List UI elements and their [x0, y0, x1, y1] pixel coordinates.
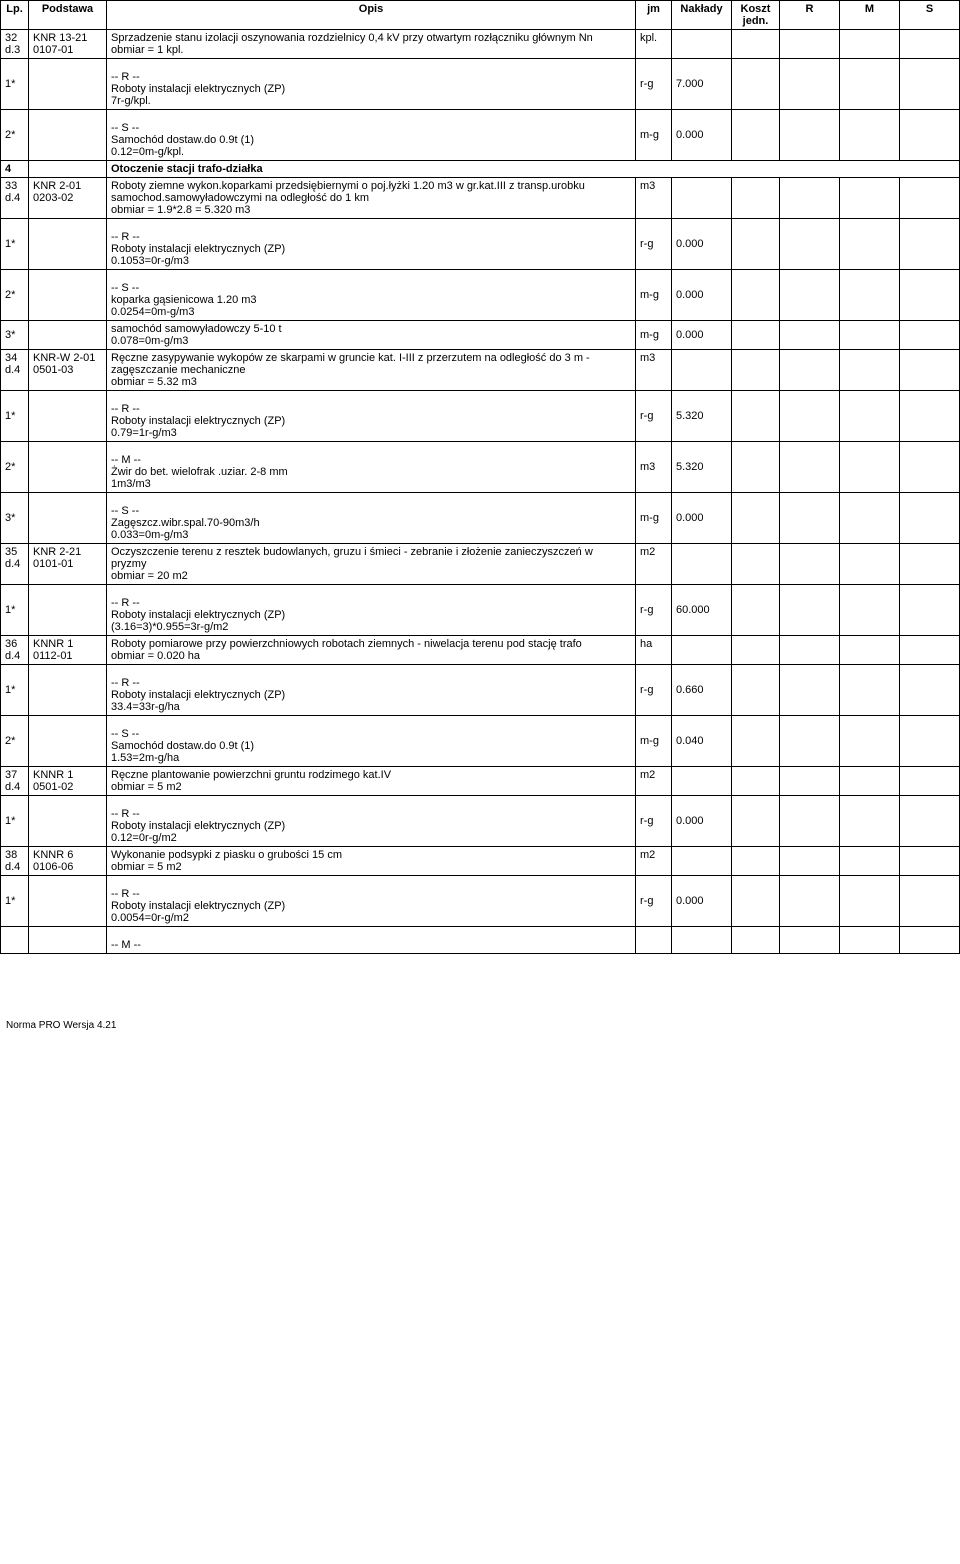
sub-row: 1* -- R -- Roboty instalacji elektryczny… [1, 665, 960, 716]
cost-estimate-table: Lp. Podstawa Opis jm Nakłady Kosztjedn. … [0, 0, 960, 954]
col-jm: jm [636, 1, 672, 30]
opis-cell: Sprzadzenie stanu izolacji oszynowania r… [107, 30, 636, 59]
section-row: 4 Otoczenie stacji trafo-działka [1, 161, 960, 178]
item-row: 32d.3 KNR 13-210107-01 Sprzadzenie stanu… [1, 30, 960, 59]
col-s: S [900, 1, 960, 30]
sub-row: 3* -- S -- Zagęszcz.wibr.spal.70-90m3/h … [1, 493, 960, 544]
sub-row: 1* -- R -- Roboty instalacji elektryczny… [1, 59, 960, 110]
col-m: M [840, 1, 900, 30]
footer-text: Norma PRO Wersja 4.21 [0, 1014, 960, 1037]
col-koszt: Kosztjedn. [732, 1, 780, 30]
item-row: 35d.4 KNR 2-210101-01 Oczyszczenie teren… [1, 544, 960, 585]
item-row: 38d.4 KNNR 60106-06 Wykonanie podsypki z… [1, 847, 960, 876]
item-row: 36d.4 KNNR 10112-01 Roboty pomiarowe prz… [1, 636, 960, 665]
sub-row: 3* samochód samowyładowczy 5-10 t 0.078=… [1, 321, 960, 350]
sub-row: 1* -- R -- Roboty instalacji elektryczny… [1, 391, 960, 442]
sub-row: 2* -- M -- Żwir do bet. wielofrak .uziar… [1, 442, 960, 493]
sub-row: 2* -- S -- Samochód dostaw.do 0.9t (1) 1… [1, 716, 960, 767]
col-podstawa: Podstawa [29, 1, 107, 30]
item-row: 33d.4 KNR 2-010203-02 Roboty ziemne wyko… [1, 178, 960, 219]
item-row: 34d.4 KNR-W 2-010501-03 Ręczne zasypywan… [1, 350, 960, 391]
sub-row: 1* -- R -- Roboty instalacji elektryczny… [1, 219, 960, 270]
header-row: Lp. Podstawa Opis jm Nakłady Kosztjedn. … [1, 1, 960, 30]
item-row: 37d.4 KNNR 10501-02 Ręczne plantowanie p… [1, 767, 960, 796]
col-naklady: Nakłady [672, 1, 732, 30]
col-lp: Lp. [1, 1, 29, 30]
sub-row: -- M -- [1, 927, 960, 954]
sub-row: 1* -- R -- Roboty instalacji elektryczny… [1, 585, 960, 636]
sub-row: 2* -- S -- Samochód dostaw.do 0.9t (1) 0… [1, 110, 960, 161]
sub-row: 2* -- S -- koparka gąsienicowa 1.20 m3 0… [1, 270, 960, 321]
col-opis: Opis [107, 1, 636, 30]
col-r: R [780, 1, 840, 30]
sub-row: 1* -- R -- Roboty instalacji elektryczny… [1, 876, 960, 927]
sub-row: 1* -- R -- Roboty instalacji elektryczny… [1, 796, 960, 847]
